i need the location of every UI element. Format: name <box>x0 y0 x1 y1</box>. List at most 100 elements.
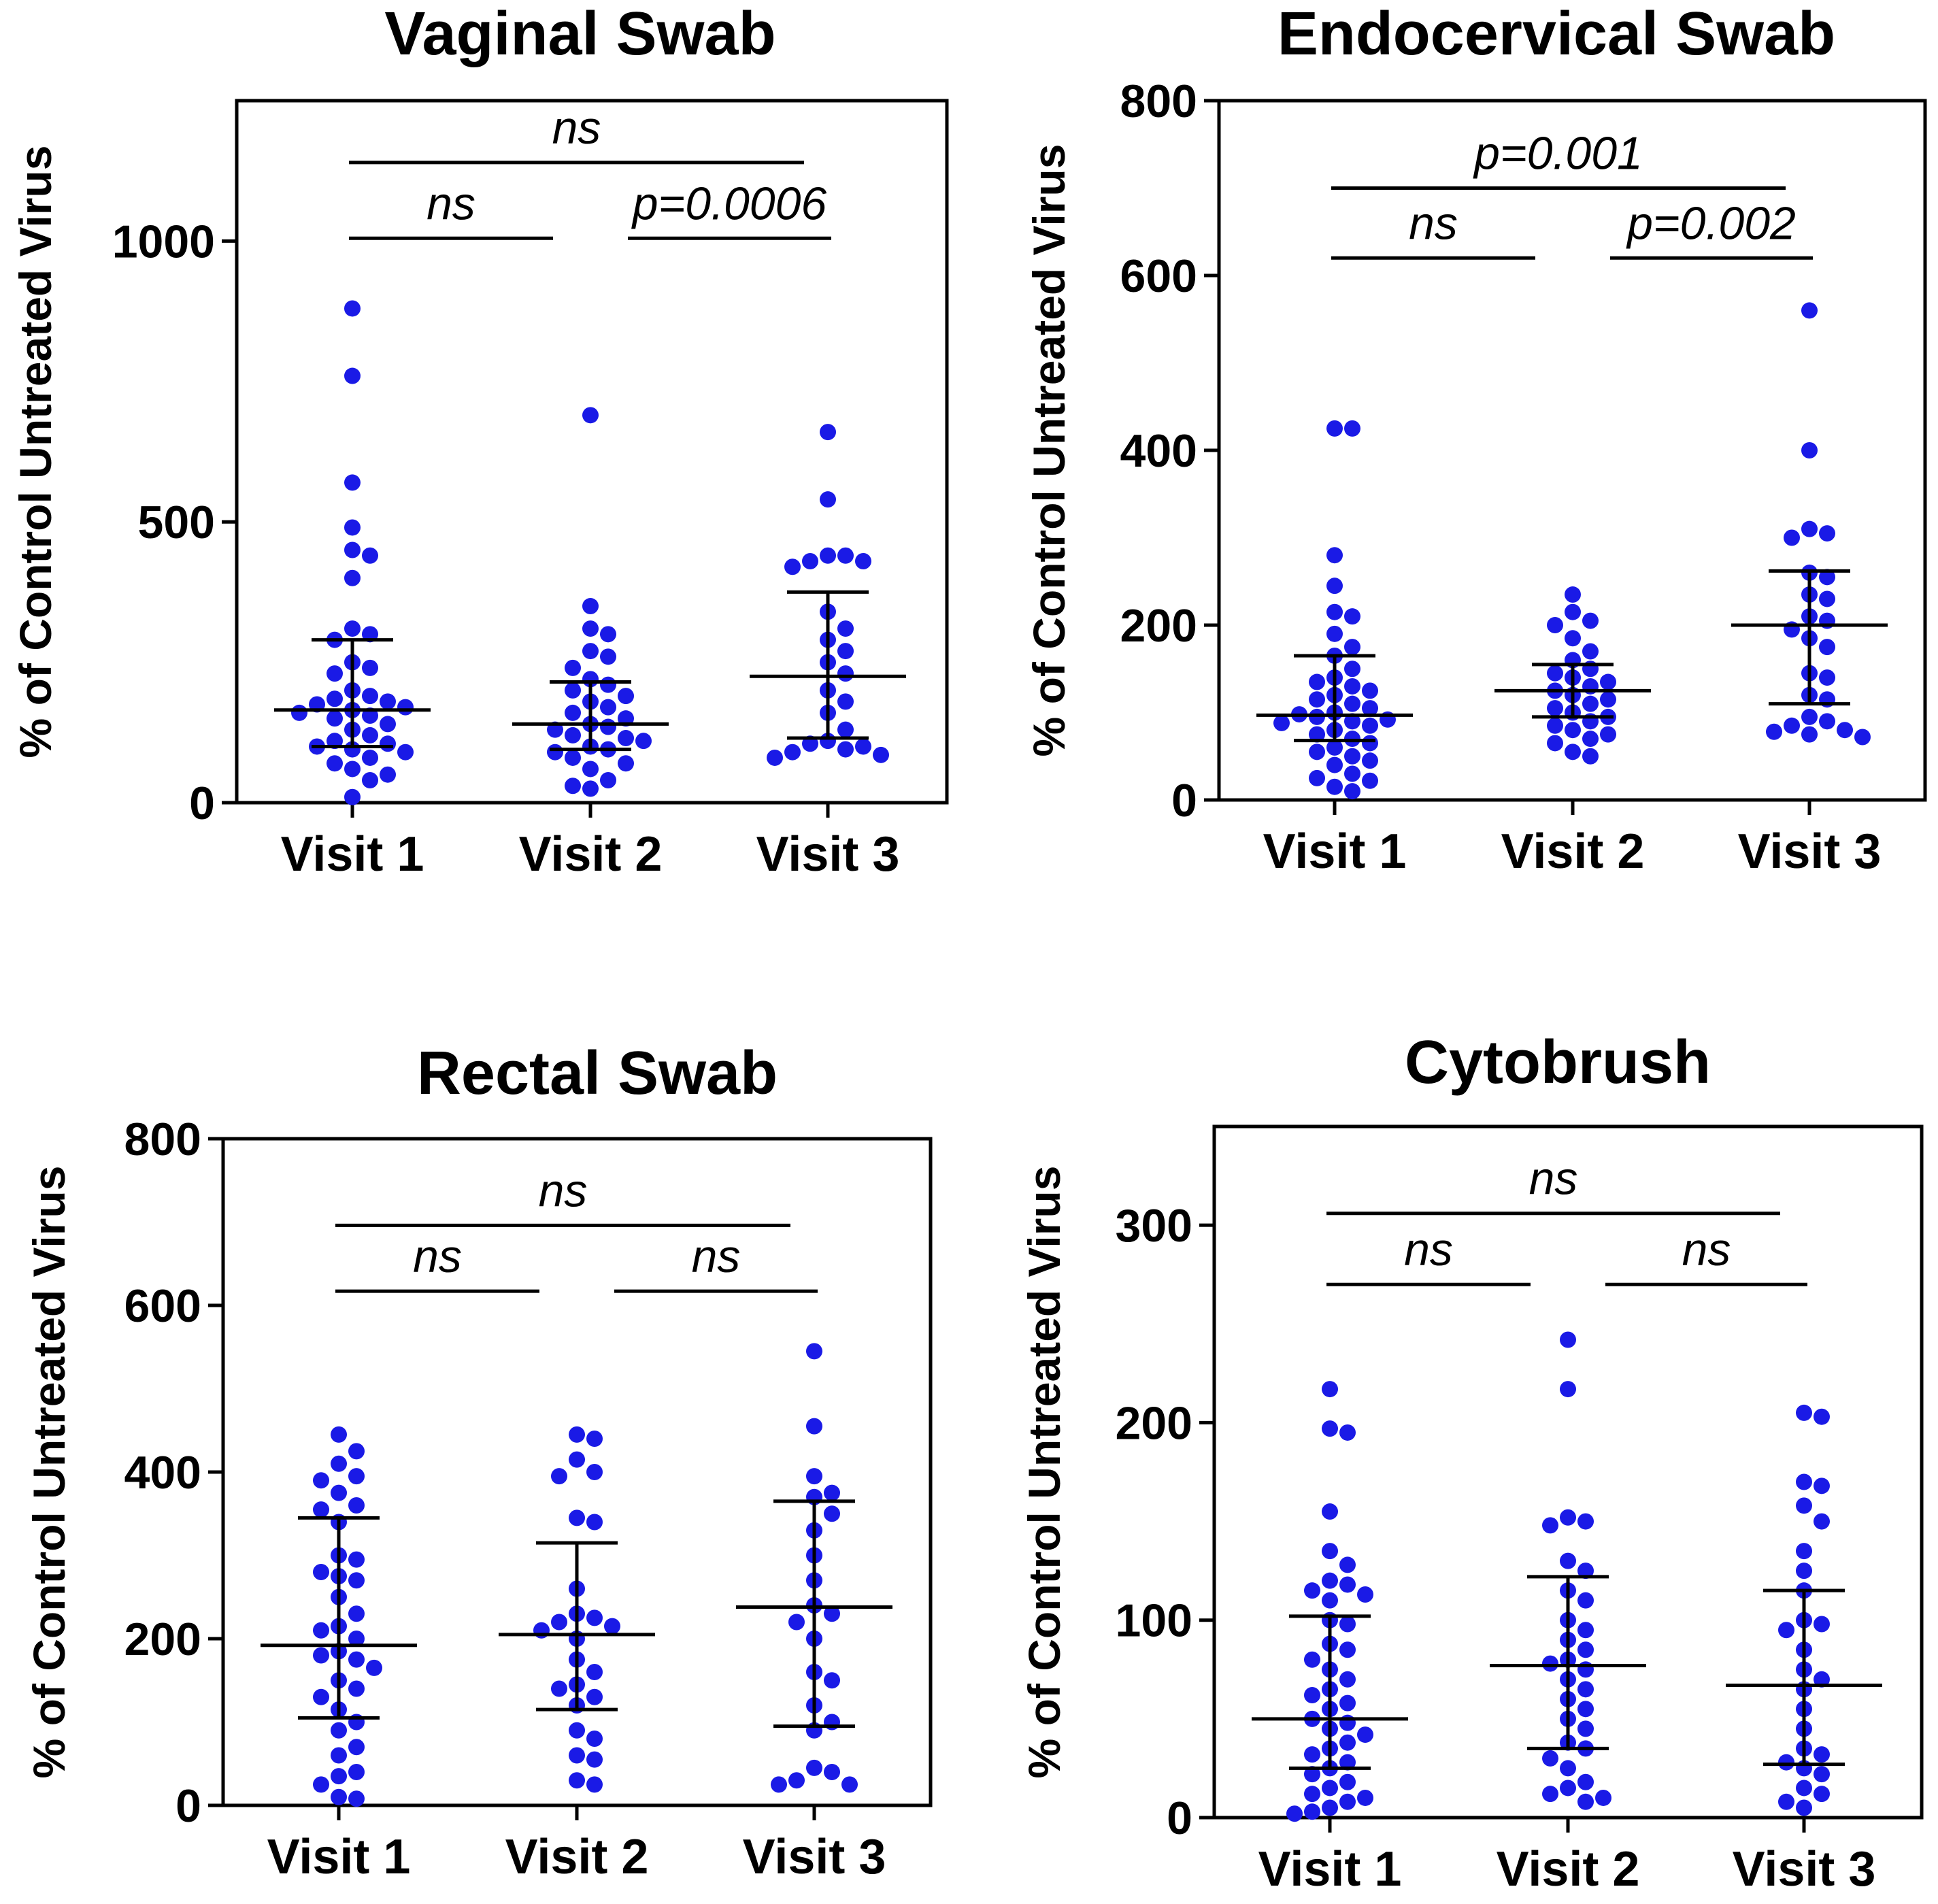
data-point <box>1326 778 1343 795</box>
y-tick-label: 600 <box>1120 250 1197 302</box>
data-point <box>327 755 343 772</box>
data-point <box>1565 722 1581 739</box>
data-point <box>1304 1687 1320 1704</box>
data-point <box>806 1418 822 1435</box>
data-point <box>635 733 652 750</box>
data-point <box>1357 1789 1373 1806</box>
series-visit-2 <box>1494 586 1651 765</box>
data-point <box>344 367 361 384</box>
data-point <box>1814 1408 1830 1425</box>
significance-label: p=0.001 <box>1473 128 1643 180</box>
data-point <box>1560 1552 1576 1569</box>
y-tick-label: 800 <box>124 1114 201 1165</box>
data-point <box>582 780 599 797</box>
data-point <box>784 558 801 575</box>
data-point <box>1854 729 1871 746</box>
series-visit-1 <box>1252 1381 1408 1822</box>
data-point <box>837 741 854 758</box>
data-point <box>1339 1793 1356 1810</box>
data-point <box>1286 1805 1303 1822</box>
data-point <box>1344 783 1360 800</box>
panel-title: Rectal Swab <box>417 1039 778 1107</box>
data-point <box>1273 714 1290 731</box>
data-point <box>586 1464 603 1480</box>
data-point <box>1326 578 1343 595</box>
data-point <box>1814 1766 1830 1783</box>
significance-label: ns <box>692 1231 741 1282</box>
data-point <box>1547 617 1563 633</box>
data-point <box>344 569 361 586</box>
data-point <box>362 726 378 744</box>
data-point <box>1339 1671 1356 1688</box>
data-point <box>1362 772 1378 789</box>
significance-label: ns <box>427 178 475 229</box>
data-point <box>1309 691 1325 708</box>
data-point <box>313 1501 329 1518</box>
data-point <box>1582 731 1599 748</box>
data-point <box>313 1688 329 1705</box>
data-point <box>1796 1780 1812 1797</box>
data-point <box>802 552 818 569</box>
data-point <box>1547 735 1563 752</box>
y-tick-label: 500 <box>138 497 215 548</box>
x-tick-label: Visit 1 <box>1263 824 1407 879</box>
data-point <box>344 474 361 491</box>
data-point <box>344 519 361 536</box>
data-point <box>362 749 378 766</box>
series-visit-2 <box>499 1426 655 1793</box>
data-point <box>1339 1734 1356 1751</box>
series-visit-1 <box>274 300 431 805</box>
data-point <box>873 746 889 763</box>
data-point <box>1560 1331 1576 1348</box>
data-point <box>1344 420 1360 437</box>
data-point <box>327 690 343 707</box>
data-point <box>331 1788 347 1805</box>
data-point <box>855 552 871 569</box>
data-point <box>1778 1622 1794 1639</box>
data-point <box>1344 713 1360 730</box>
data-point <box>767 749 783 766</box>
data-point <box>1582 695 1599 712</box>
data-point <box>1326 603 1343 620</box>
data-point <box>1344 731 1360 748</box>
data-point <box>837 721 854 738</box>
y-tick-label: 100 <box>1116 1595 1192 1647</box>
data-point <box>291 704 307 721</box>
x-tick-label: Visit 3 <box>1738 824 1882 879</box>
data-point <box>1565 586 1581 603</box>
data-point <box>380 735 396 752</box>
data-point <box>313 1622 329 1639</box>
data-point <box>397 744 414 761</box>
data-point <box>1819 569 1835 586</box>
data-point <box>1796 1799 1812 1816</box>
data-point <box>788 1772 805 1789</box>
series-visit-1 <box>261 1426 417 1807</box>
panel-title: Cytobrush <box>1405 1029 1711 1097</box>
data-point <box>1577 1793 1594 1810</box>
data-point <box>806 1343 822 1360</box>
data-point <box>1362 735 1378 752</box>
data-point <box>1600 673 1616 690</box>
data-point <box>1796 1543 1812 1560</box>
data-point <box>565 682 581 699</box>
data-point <box>348 1739 365 1756</box>
data-point <box>837 665 854 682</box>
data-point <box>569 1451 585 1468</box>
data-point <box>1778 1754 1794 1771</box>
data-point <box>1814 1671 1830 1688</box>
data-point <box>348 1551 365 1568</box>
data-point <box>348 1468 365 1485</box>
data-point <box>1339 1773 1356 1790</box>
data-point <box>1309 673 1325 690</box>
x-tick-label: Visit 3 <box>756 827 900 882</box>
x-tick-label: Visit 2 <box>505 1830 649 1884</box>
data-point <box>1339 1556 1356 1573</box>
y-tick-label: 200 <box>124 1614 201 1665</box>
data-point <box>1326 739 1343 756</box>
x-tick-label: Visit 2 <box>519 827 663 882</box>
data-point <box>582 761 599 778</box>
data-point <box>547 744 563 761</box>
data-point <box>618 730 634 747</box>
data-point <box>1322 1592 1338 1609</box>
data-point <box>600 771 616 788</box>
